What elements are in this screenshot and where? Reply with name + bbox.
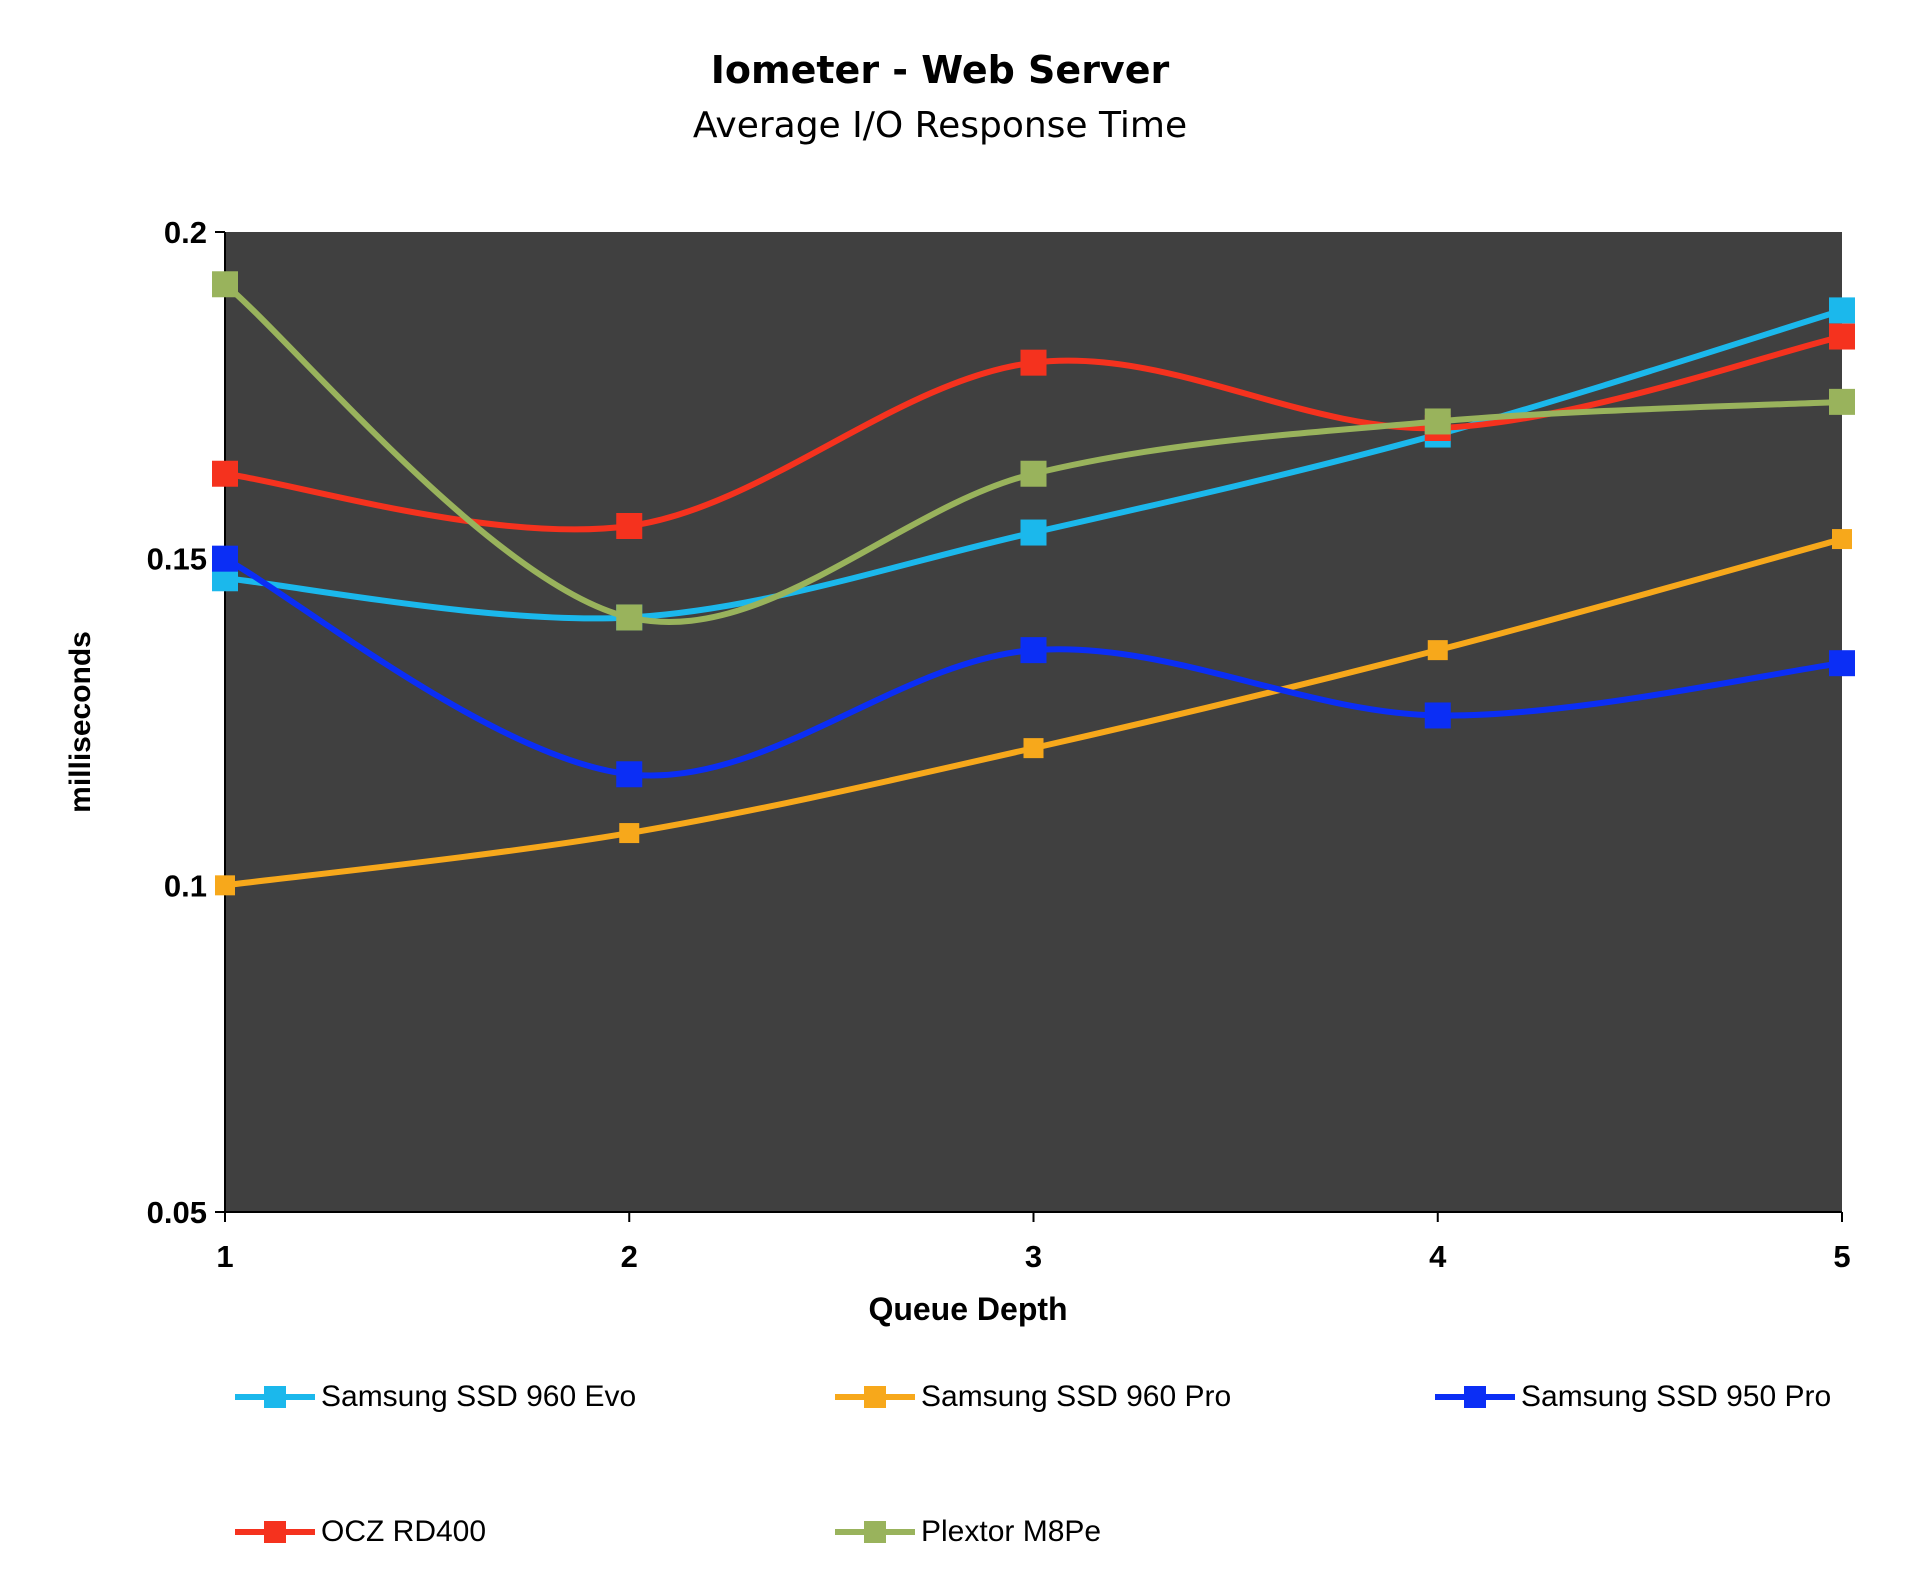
x-tick-label: 1 [216,1239,233,1274]
data-point-marker [1829,388,1855,415]
data-point-marker [212,271,238,298]
data-point-marker [1023,738,1044,759]
x-tick-label: 5 [1833,1239,1850,1274]
data-point-marker [616,604,643,631]
data-point-marker [1424,408,1451,435]
x-tick-label: 4 [1429,1239,1447,1274]
data-point-marker [1020,637,1047,664]
x-tick-label: 2 [621,1239,638,1274]
legend-item: Samsung SSD 960 Pro [835,1380,1231,1414]
data-point-marker [212,460,238,487]
series-line [223,281,1843,625]
legend-item: Plextor M8Pe [835,1515,1101,1549]
plot-area [225,232,1842,1212]
y-tick-label: 0.05 [147,1195,207,1230]
series-samsung-ssd-950-pro [212,545,1855,788]
data-point-marker [619,823,640,844]
data-point-marker [1832,529,1852,550]
data-point-marker [1829,297,1855,324]
chart-subtitle: Average I/O Response Time [692,105,1188,146]
y-axis-label: milliseconds [64,631,97,813]
data-point-marker [1424,702,1451,729]
data-point-marker [215,875,235,896]
legend-swatch [835,1382,915,1412]
series-layer [212,271,1855,896]
axes: 0.05 0.1 0.15 0.2 1 2 3 4 5 [147,215,1851,1274]
data-point-marker [1020,460,1047,487]
legend-label: Samsung SSD 950 Pro [1521,1380,1832,1413]
legend-swatch [235,1517,315,1547]
legend-label: Samsung SSD 960 Pro [921,1380,1232,1413]
legend-label: OCZ RD400 [321,1515,487,1548]
y-tick-label: 0.2 [164,215,207,250]
data-point-marker [1427,640,1448,661]
data-point-marker [616,513,643,539]
legend-item: Samsung SSD 960 Evo [235,1380,636,1414]
legend-item: OCZ RD400 [235,1515,486,1549]
x-axis-label: Queue Depth [868,1291,1067,1327]
legend-swatch [835,1517,915,1547]
data-point-marker [616,761,643,788]
y-tick-label: 0.15 [147,542,207,577]
legend-item: Samsung SSD 950 Pro [1435,1380,1831,1414]
data-point-marker [212,545,238,572]
y-tick-label: 0.1 [164,868,207,903]
legend-label: Plextor M8Pe [921,1515,1102,1548]
chart-title: Iometer - Web Server [710,48,1170,92]
legend-swatch [235,1382,315,1412]
data-point-marker [1020,519,1047,546]
data-point-marker [1829,323,1855,350]
data-point-marker [1020,349,1047,376]
legend-label: Samsung SSD 960 Evo [321,1380,637,1413]
series-samsung-ssd-960-pro [215,529,1852,896]
x-tick-label: 3 [1025,1239,1042,1274]
series-plextor-m8pe [212,271,1855,631]
legend-swatch [1435,1382,1515,1412]
data-point-marker [1829,650,1855,677]
